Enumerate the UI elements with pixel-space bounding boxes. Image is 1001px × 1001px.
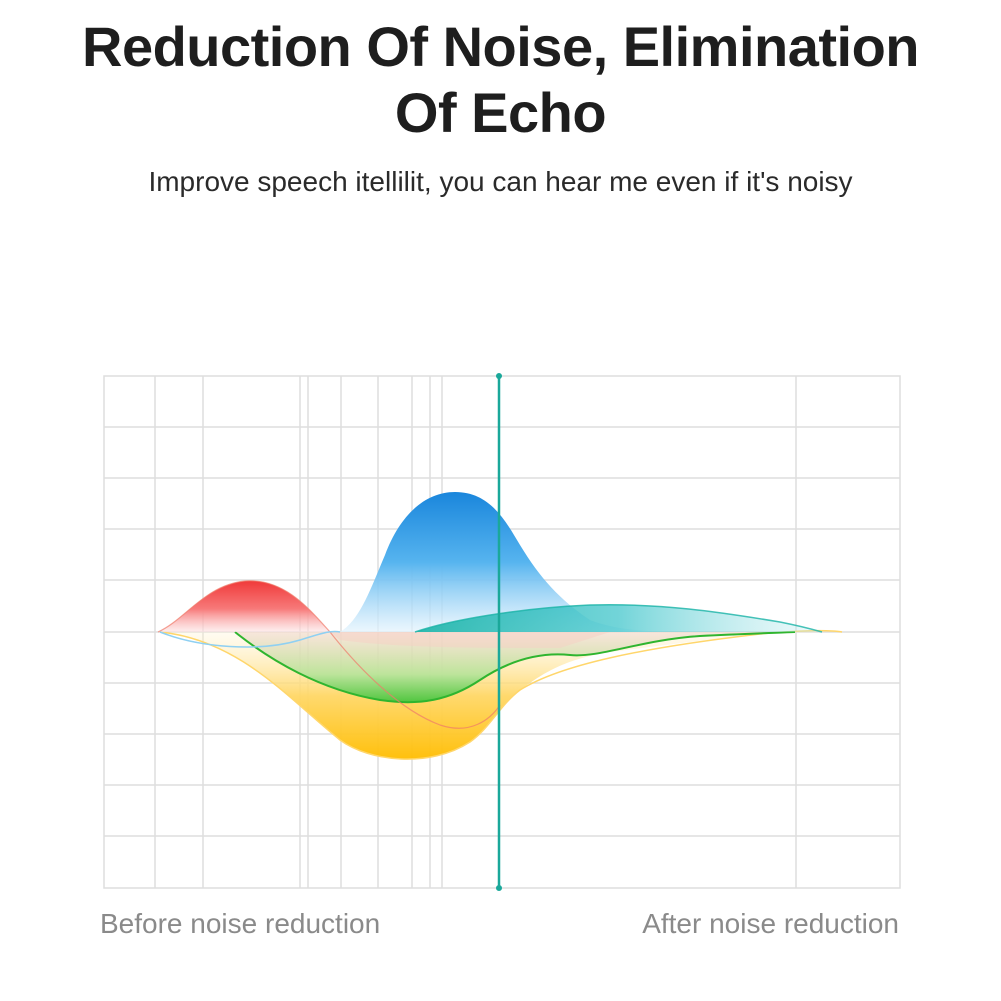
after-caption: After noise reduction <box>642 908 899 939</box>
red-wave <box>158 580 330 632</box>
page-title: Reduction Of Noise, Elimination Of Echo <box>0 14 1001 146</box>
noise-reduction-diagram <box>103 373 901 891</box>
blue-wave <box>340 492 695 632</box>
divider-line <box>496 373 502 891</box>
title-line-2: Of Echo <box>394 81 607 144</box>
before-caption: Before noise reduction <box>100 908 381 939</box>
page-subtitle: Improve speech itellilit, you can hear m… <box>148 166 853 197</box>
title-line-1: Reduction Of Noise, Elimination <box>82 15 920 78</box>
green-wave <box>235 632 795 703</box>
